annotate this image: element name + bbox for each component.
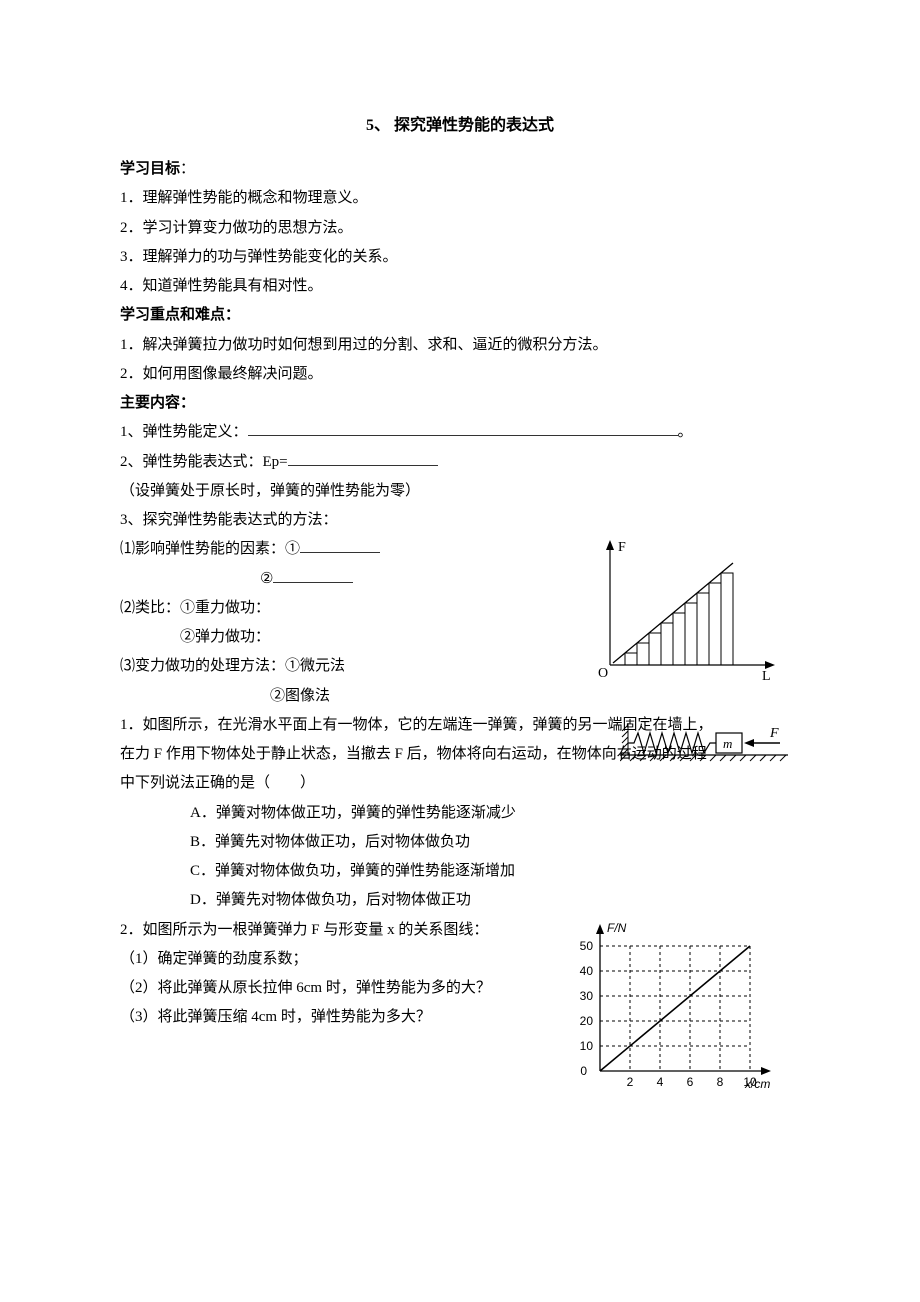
definition-line: 1、弹性势能定义： 。 xyxy=(120,418,800,447)
y-tick: 30 xyxy=(580,989,594,1003)
x-tick: 4 xyxy=(657,1075,664,1089)
page-title: 5、 探究弹性势能的表达式 xyxy=(120,110,800,141)
focus-heading: 学习重点和难点： xyxy=(120,307,240,323)
goal-item: 3．理解弹力的功与弹性势能变化的关系。 xyxy=(120,243,800,272)
expression-line: 2、弹性势能表达式：Ep= xyxy=(120,448,800,477)
definition-prefix: 1、弹性势能定义： xyxy=(120,424,248,440)
q1-option: A．弹簧对物体做正功，弹簧的弹性势能逐渐减少 xyxy=(120,799,800,828)
definition-suffix: 。 xyxy=(678,424,693,440)
goal-item: 1．理解弹性势能的概念和物理意义。 xyxy=(120,184,800,213)
fl-origin-label: O xyxy=(598,666,608,681)
main-heading: 主要内容： xyxy=(120,395,195,411)
expression-prefix: 2、弹性势能表达式：Ep= xyxy=(120,454,288,470)
y-tick: 20 xyxy=(580,1014,594,1028)
spring-figure: m F xyxy=(620,719,790,785)
x-tick: 6 xyxy=(687,1075,694,1089)
q1-option: D．弹簧先对物体做负功，后对物体做正功 xyxy=(120,886,800,915)
force-label: F xyxy=(769,726,779,741)
expression-note: （设弹簧处于原长时，弹簧的弹性势能为零） xyxy=(120,477,800,506)
mass-label: m xyxy=(723,736,732,751)
blank-fill[interactable] xyxy=(273,568,353,583)
y-tick: 10 xyxy=(580,1039,594,1053)
blank-fill[interactable] xyxy=(288,451,438,466)
blank-fill[interactable] xyxy=(248,422,678,437)
fl-x-label: L xyxy=(762,669,771,684)
x-tick: 10 xyxy=(743,1075,757,1089)
q1-option: B．弹簧先对物体做正功，后对物体做负功 xyxy=(120,828,800,857)
q1-option: C．弹簧对物体做负功，弹簧的弹性势能逐渐增加 xyxy=(120,857,800,886)
y-tick: 40 xyxy=(580,964,594,978)
fx-chart: F/N x/cm 0 10 20 30 40 50 xyxy=(565,916,780,1112)
y-tick: 0 xyxy=(580,1064,587,1078)
goals-heading: 学习目标 xyxy=(120,161,180,177)
focus-item: 2．如何用图像最终解决问题。 xyxy=(120,360,800,389)
goal-item: 4．知道弹性势能具有相对性。 xyxy=(120,272,800,301)
fl-graph: F L O xyxy=(580,535,780,696)
fx-y-label: F/N xyxy=(607,921,627,935)
fl-y-label: F xyxy=(618,540,626,555)
focus-item: 1．解决弹簧拉力做功时如何想到用过的分割、求和、逼近的微积分方法。 xyxy=(120,331,800,360)
x-tick: 2 xyxy=(627,1075,634,1089)
blank-fill[interactable] xyxy=(300,539,380,554)
x-tick: 8 xyxy=(717,1075,724,1089)
y-tick: 50 xyxy=(580,939,594,953)
goal-item: 2．学习计算变力做功的思想方法。 xyxy=(120,214,800,243)
method-head: 3、探究弹性势能表达式的方法： xyxy=(120,506,800,535)
